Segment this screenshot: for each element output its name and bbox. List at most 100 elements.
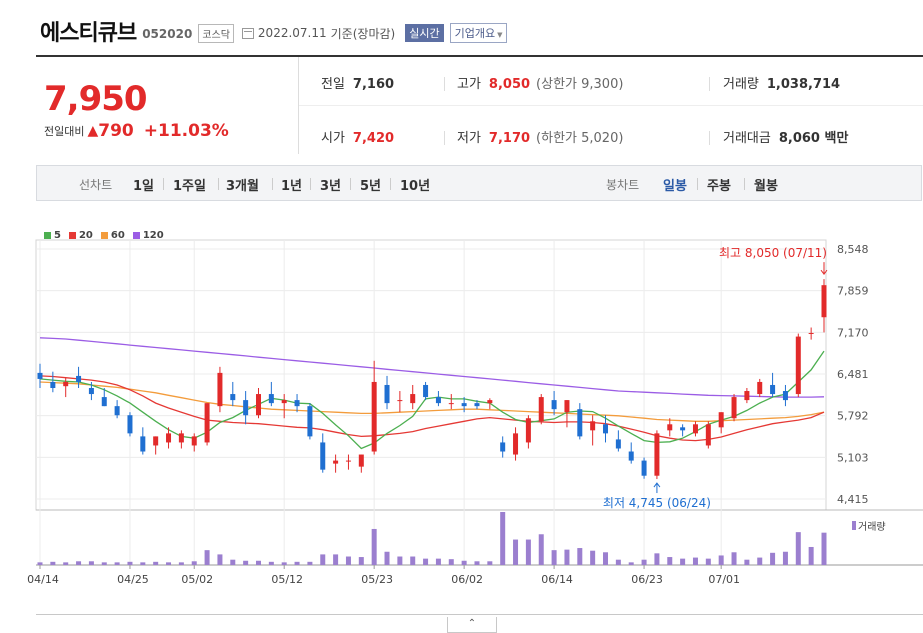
- candle-body: [680, 427, 686, 431]
- volume-bar: [718, 555, 724, 565]
- candle-body: [37, 372, 43, 379]
- prev-close: 전일 7,160: [321, 77, 395, 92]
- legend-swatch: [68, 232, 76, 239]
- volume-bar: [166, 562, 172, 565]
- volume-bar: [358, 557, 364, 565]
- candle-body: [770, 384, 776, 395]
- candle-body: [384, 384, 390, 404]
- candle-body: [628, 451, 634, 461]
- volume-bar: [88, 561, 94, 565]
- volume-bar: [641, 559, 647, 565]
- period-1d[interactable]: 1일: [133, 179, 155, 194]
- candle-body: [423, 384, 429, 398]
- candle-body: [50, 381, 56, 389]
- candle-body: [345, 460, 351, 462]
- x-tick-label: 07/01: [708, 573, 740, 586]
- volume-bar: [770, 552, 776, 565]
- candle-body: [178, 433, 184, 443]
- candle-body: [101, 397, 107, 407]
- candle-body: [654, 433, 660, 476]
- low-annotation: 최저 4,745 (06/24): [603, 496, 711, 510]
- stock-name[interactable]: 에스티큐브: [40, 21, 137, 46]
- base-date: 2022.07.11: [257, 26, 327, 40]
- y-tick-label: 8,548: [837, 243, 869, 256]
- candle-body: [435, 397, 441, 404]
- candle-body: [564, 400, 570, 413]
- volume-bar: [410, 556, 416, 565]
- candle-body: [358, 454, 364, 467]
- company-overview-button[interactable]: 기업개요 ▼: [449, 23, 508, 43]
- candle-body: [140, 436, 146, 452]
- period-3m[interactable]: 3개월: [226, 179, 259, 194]
- candle-body: [88, 388, 94, 395]
- candle-body: [615, 439, 621, 449]
- legend-ma20: 20: [68, 230, 93, 241]
- base-date-note: 기준(장마감): [330, 26, 396, 41]
- candle-body: [538, 397, 544, 422]
- volume-bar: [680, 558, 686, 565]
- low-price: 저가 7,170 (하한가 5,020): [457, 131, 624, 146]
- realtime-button[interactable]: 실시간: [405, 24, 444, 42]
- legend-swatch: [44, 232, 51, 239]
- candle-body: [281, 400, 287, 404]
- volume-bar: [461, 560, 467, 565]
- candle-body: [127, 415, 133, 434]
- volume-bar: [731, 552, 737, 565]
- candle-body: [487, 400, 493, 404]
- ma-legend: 5 20 60 120: [44, 230, 172, 241]
- period-5y[interactable]: 5년: [360, 179, 382, 194]
- volume-bar: [705, 558, 711, 565]
- volume-bar: [101, 562, 107, 565]
- volume-bar: [204, 550, 210, 565]
- x-tick-label: 05/12: [271, 573, 303, 586]
- period-3y[interactable]: 3년: [320, 179, 342, 194]
- period-selector-bar: 선차트 1일 1주일 3개월 1년 3년 5년 10년 봉차트 일봉 주봉 월봉: [36, 165, 922, 201]
- volume-bar: [268, 561, 274, 565]
- current-price: 7,950: [44, 79, 148, 119]
- volume-bar: [281, 562, 287, 565]
- period-1w[interactable]: 1주일: [173, 179, 206, 194]
- x-tick-label: 06/02: [451, 573, 483, 586]
- x-tick-label: 05/23: [361, 573, 393, 586]
- volume-bar: [435, 558, 441, 565]
- candle-chart-label: 봉차트: [606, 178, 640, 192]
- period-1y[interactable]: 1년: [281, 179, 303, 194]
- candle-weekly[interactable]: 주봉: [707, 179, 731, 194]
- candle-body: [217, 372, 223, 407]
- candle-body: [397, 400, 403, 402]
- candle-body: [268, 394, 274, 404]
- candle-body: [230, 394, 236, 401]
- chevron-up-icon: ⌃: [467, 618, 477, 629]
- high-annotation: 최고 8,050 (07/11): [719, 246, 827, 260]
- volume-bar: [603, 552, 609, 565]
- volume-bar: [577, 548, 583, 565]
- price-change: 전일대비 ▲ 790 +11.03%: [44, 121, 229, 141]
- volume-bar: [127, 561, 133, 565]
- volume-bar: [345, 556, 351, 565]
- volume-bar: [320, 554, 326, 565]
- quote-stats: 전일 7,160 고가 8,050 (상한가 9,300) 거래량 1,038,714 …: [299, 57, 923, 154]
- candle-body: [577, 409, 583, 437]
- volume-bar: [63, 562, 69, 565]
- volume-bar: [692, 557, 698, 565]
- volume-bar: [371, 528, 377, 565]
- candle-daily[interactable]: 일봉: [663, 179, 687, 194]
- volume-bar: [500, 512, 506, 565]
- x-tick-label: 05/02: [181, 573, 213, 586]
- candle-body: [320, 442, 326, 470]
- volume-bar: [191, 561, 197, 565]
- volume-bar: [114, 562, 120, 565]
- candle-body: [808, 332, 814, 334]
- candle-monthly[interactable]: 월봉: [754, 179, 778, 194]
- volume-bar: [513, 539, 519, 565]
- candle-body: [525, 418, 531, 443]
- candle-body: [757, 381, 763, 395]
- volume-bar: [153, 561, 159, 565]
- candle-body: [204, 403, 210, 443]
- candle-body: [667, 424, 673, 431]
- x-tick-label: 04/14: [27, 573, 59, 586]
- candle-body: [474, 403, 480, 407]
- period-10y[interactable]: 10년: [400, 179, 431, 194]
- collapse-button[interactable]: ⌃: [447, 617, 497, 633]
